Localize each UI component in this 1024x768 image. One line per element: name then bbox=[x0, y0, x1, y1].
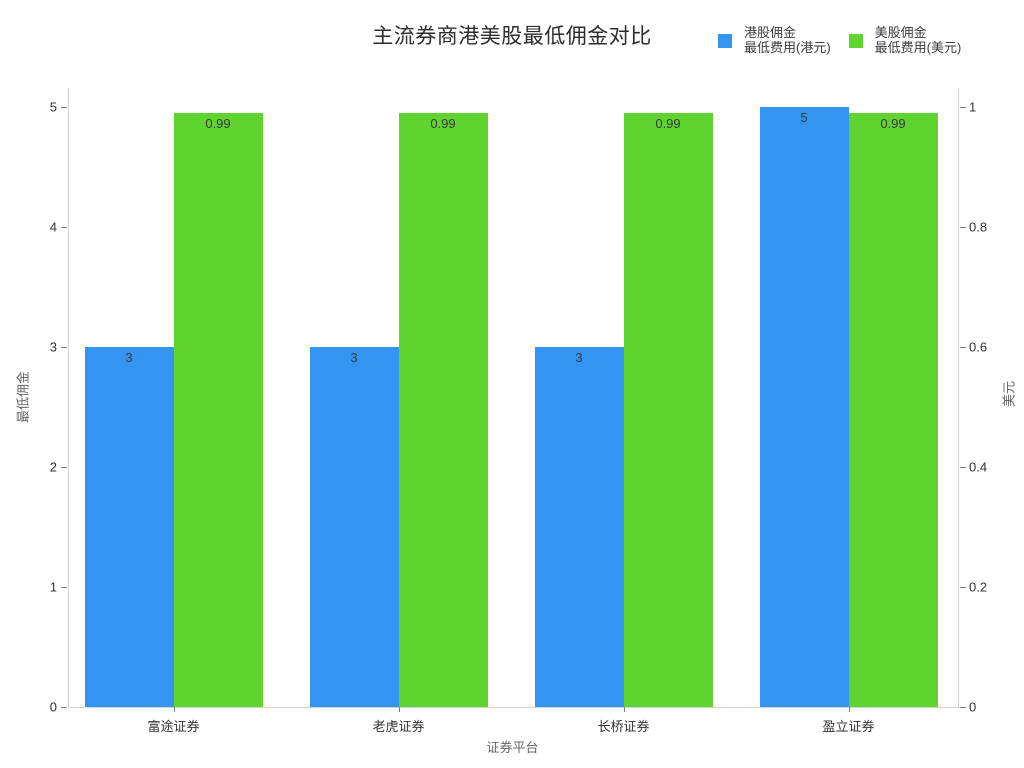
y-axis-left-tick-label: 5 bbox=[49, 99, 57, 115]
bar-us-min-fee-1: 0.99 bbox=[398, 113, 488, 707]
y-axis-right-tick-mark bbox=[960, 346, 966, 348]
y-axis-right-tick-mark bbox=[960, 466, 966, 468]
x-axis-tick-mark bbox=[173, 707, 175, 712]
bar-us-min-fee-3: 0.99 bbox=[848, 113, 938, 707]
y-axis-left-tick-label: 4 bbox=[49, 219, 57, 235]
bar-value-label: 0.99 bbox=[430, 116, 456, 131]
y-axis-left-tick-mark bbox=[61, 706, 67, 708]
y-axis-right-tick-label: 0 bbox=[969, 699, 977, 715]
bar-hk-min-fee-0: 3 bbox=[84, 347, 174, 707]
y-axis-right-tick-mark bbox=[960, 586, 966, 588]
y-axis-left-tick-label: 1 bbox=[49, 579, 57, 595]
bar-value-label: 3 bbox=[350, 350, 358, 365]
bar-value-label: 3 bbox=[575, 350, 583, 365]
bar-value-label: 0.99 bbox=[655, 116, 681, 131]
legend: 港股佣金 最低费用(港元) 美股佣金 最低费用(美元) bbox=[718, 25, 962, 55]
y-axis-left-tick-mark bbox=[61, 226, 67, 228]
y-axis-right-tick-mark bbox=[960, 106, 966, 108]
y-axis-left-tick-label: 0 bbox=[49, 699, 57, 715]
y-axis-left-tick-mark bbox=[61, 106, 67, 108]
y-axis-right-tick-label: 1 bbox=[969, 99, 977, 115]
x-axis-category-label: 老虎证券 bbox=[372, 719, 425, 734]
bar-value-label: 0.99 bbox=[880, 116, 906, 131]
y-axis-right-tick-label: 0.8 bbox=[969, 219, 988, 235]
x-axis-tick-mark bbox=[848, 707, 850, 712]
bar-value-label: 5 bbox=[800, 110, 808, 125]
y-axis-right-tick-mark bbox=[960, 226, 966, 228]
legend-label-hk-line2: 最低费用(港元) bbox=[744, 39, 831, 55]
bar-value-label: 0.99 bbox=[205, 116, 231, 131]
y-axis-right-tick-label: 0.2 bbox=[969, 579, 988, 595]
y-axis-left-title: 最低佣金 bbox=[15, 370, 31, 424]
y-axis-right-tick-label: 0.4 bbox=[969, 459, 988, 475]
legend-label-hk: 港股佣金 最低费用(港元) bbox=[744, 25, 831, 55]
legend-label-us-line2: 最低费用(美元) bbox=[874, 39, 962, 55]
x-axis-category-label: 盈立证券 bbox=[822, 719, 875, 734]
legend-label-us-line1: 美股佣金 bbox=[874, 25, 927, 40]
legend-swatch-blue-icon bbox=[718, 33, 732, 48]
legend-item-us-commission: 美股佣金 最低费用(美元) bbox=[848, 25, 962, 55]
y-axis-left-tick-mark bbox=[61, 466, 67, 468]
x-axis-tick-mark bbox=[398, 707, 400, 712]
legend-item-hk-commission: 港股佣金 最低费用(港元) bbox=[718, 25, 831, 55]
y-axis-left-tick-mark bbox=[61, 346, 67, 348]
bar-hk-min-fee-3: 5 bbox=[759, 107, 849, 707]
x-axis-category-label: 长桥证券 bbox=[597, 719, 650, 734]
bar-hk-min-fee-1: 3 bbox=[309, 347, 399, 707]
legend-swatch-green-icon bbox=[848, 33, 863, 48]
plot-area: 0 1 2 3 4 5 0 0.2 0.4 0.6 0.8 1 富途证券 老虎证券 长桥证券 盈立证券 3 3 3 5… bbox=[50, 88, 987, 734]
y-axis-left-tick-label: 3 bbox=[49, 339, 57, 355]
y-axis-right-tick-label: 0.6 bbox=[969, 339, 988, 355]
bar-us-min-fee-2: 0.99 bbox=[623, 113, 713, 707]
y-axis-left-tick-mark bbox=[61, 586, 67, 588]
x-axis-category-label: 富途证券 bbox=[147, 719, 200, 734]
bar-hk-min-fee-2: 3 bbox=[534, 347, 624, 707]
bar-us-min-fee-0: 0.99 bbox=[173, 113, 263, 707]
y-axis-right-title: 美元 bbox=[1001, 380, 1017, 408]
x-axis-tick-mark bbox=[623, 707, 625, 712]
y-axis-left-tick-label: 2 bbox=[49, 459, 57, 475]
bar-value-label: 3 bbox=[125, 350, 133, 365]
x-axis-title: 证券平台 bbox=[486, 740, 539, 755]
legend-label-us: 美股佣金 最低费用(美元) bbox=[874, 25, 962, 55]
y-axis-right-tick-mark bbox=[960, 706, 966, 708]
chart-title: 主流券商港美股最低佣金对比 bbox=[372, 25, 652, 48]
legend-label-hk-line1: 港股佣金 bbox=[744, 25, 797, 40]
